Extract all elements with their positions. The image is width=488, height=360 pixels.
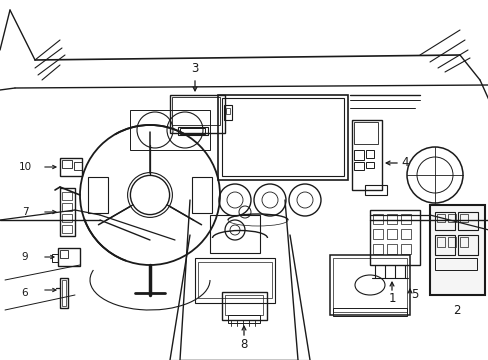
Bar — [372, 229, 382, 239]
Bar — [332, 308, 406, 316]
Bar — [222, 292, 266, 320]
Bar — [52, 254, 58, 262]
Bar — [178, 127, 207, 135]
Bar — [62, 203, 72, 211]
Bar — [434, 258, 476, 270]
Bar — [400, 214, 410, 224]
Bar — [62, 214, 72, 222]
Bar — [457, 212, 477, 230]
Bar — [386, 214, 396, 224]
Bar — [369, 210, 419, 265]
Bar — [400, 244, 410, 254]
Bar — [195, 258, 274, 303]
Text: 4: 4 — [401, 157, 408, 170]
Text: 5: 5 — [410, 288, 418, 301]
Text: 10: 10 — [19, 162, 32, 172]
Bar — [447, 214, 455, 222]
Bar — [459, 214, 467, 222]
Bar — [457, 235, 477, 255]
Text: 1: 1 — [387, 292, 395, 305]
Bar — [60, 158, 82, 176]
Bar — [74, 162, 82, 170]
Bar — [400, 229, 410, 239]
Bar — [365, 162, 373, 168]
Bar — [386, 229, 396, 239]
Bar — [130, 110, 209, 150]
Bar — [172, 97, 220, 125]
Bar — [365, 150, 373, 158]
Bar — [209, 215, 260, 253]
Text: 3: 3 — [191, 62, 198, 75]
Bar — [192, 177, 212, 213]
Bar — [353, 162, 363, 170]
Bar — [225, 108, 229, 114]
Bar — [329, 255, 409, 315]
Bar — [60, 188, 75, 236]
Bar — [372, 244, 382, 254]
Bar — [447, 237, 455, 247]
Bar — [459, 237, 467, 247]
Bar — [436, 214, 444, 222]
Bar — [429, 205, 484, 295]
Bar — [353, 150, 363, 160]
Bar — [227, 315, 260, 323]
Bar — [218, 95, 347, 180]
Bar — [62, 192, 72, 200]
Bar — [364, 185, 386, 195]
Bar — [222, 98, 343, 176]
Bar — [353, 122, 377, 144]
Bar — [224, 295, 263, 315]
Bar — [88, 177, 108, 213]
Bar — [372, 214, 382, 224]
Text: 2: 2 — [452, 303, 460, 316]
Bar — [434, 235, 454, 255]
Bar — [60, 278, 68, 308]
Bar — [62, 280, 66, 306]
Bar — [180, 128, 204, 134]
Bar — [198, 262, 271, 298]
Bar — [434, 212, 454, 230]
Bar — [58, 248, 80, 266]
Text: 8: 8 — [240, 338, 247, 351]
Bar — [60, 250, 68, 258]
Bar — [62, 160, 72, 168]
Bar — [224, 105, 231, 120]
Bar — [332, 258, 406, 312]
Bar — [62, 225, 72, 233]
Bar — [351, 120, 381, 190]
Bar — [170, 95, 224, 133]
Text: 6: 6 — [21, 288, 28, 298]
Bar — [436, 237, 444, 247]
Bar — [386, 244, 396, 254]
Text: 9: 9 — [21, 252, 28, 262]
Text: 7: 7 — [21, 207, 28, 217]
